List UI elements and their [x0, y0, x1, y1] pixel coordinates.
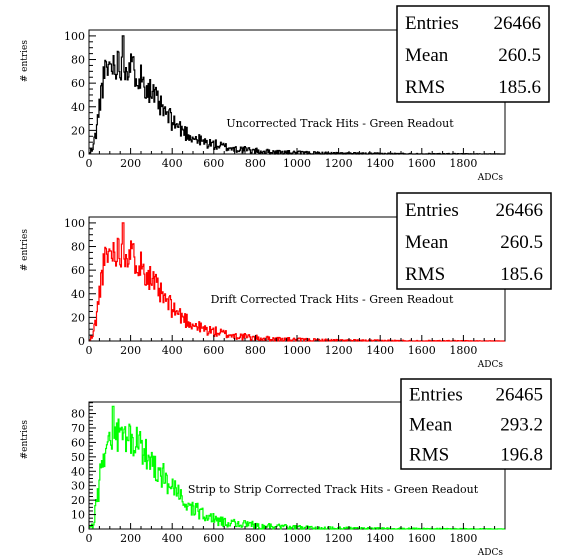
x-tick-label: 0 — [86, 344, 93, 357]
x-tick-label: 0 — [86, 532, 93, 545]
x-tick-label: 400 — [162, 157, 183, 170]
x-tick-label: 800 — [245, 344, 266, 357]
histogram-series — [89, 405, 505, 530]
x-tick-label: 1600 — [408, 344, 436, 357]
y-tick-label: 80 — [71, 408, 85, 421]
x-tick-label: 200 — [120, 157, 141, 170]
y-tick-label: 40 — [71, 288, 85, 301]
stats-value: 26466 — [496, 200, 544, 221]
x-tick-label: 1000 — [283, 532, 311, 545]
y-tick-label: 20 — [71, 311, 85, 324]
y-tick-label: 80 — [71, 54, 85, 67]
x-tick-label: 800 — [245, 532, 266, 545]
stats-label: Mean — [405, 45, 449, 66]
y-tick-label: 0 — [78, 523, 85, 536]
y-tick-label: 20 — [71, 124, 85, 137]
x-tick-label: 1000 — [283, 344, 311, 357]
stats-label: RMS — [409, 445, 449, 466]
stats-box — [396, 192, 552, 290]
stats-label: RMS — [405, 264, 445, 285]
x-tick-label: 1000 — [283, 157, 311, 170]
x-axis-label: ADCs — [477, 548, 504, 558]
y-tick-label: 50 — [71, 451, 85, 464]
x-tick-label: 200 — [120, 344, 141, 357]
x-tick-label: 1400 — [366, 344, 394, 357]
y-axis-label: # entries — [20, 229, 30, 272]
y-tick-label: 30 — [71, 480, 85, 493]
x-tick-label: 0 — [86, 157, 93, 170]
x-tick-label: 1200 — [325, 532, 353, 545]
x-tick-label: 400 — [162, 344, 183, 357]
y-tick-label: 80 — [71, 241, 85, 254]
x-tick-label: 1600 — [408, 532, 436, 545]
x-tick-label: 1200 — [325, 157, 353, 170]
y-tick-label: 60 — [71, 264, 85, 277]
y-axis-label: # entries — [20, 40, 30, 83]
y-tick-label: 60 — [71, 436, 85, 449]
stats-value: 260.5 — [498, 45, 541, 66]
x-tick-label: 800 — [245, 157, 266, 170]
stats-box — [396, 5, 550, 103]
y-tick-label: 0 — [78, 335, 85, 348]
stats-label: Entries — [405, 200, 459, 221]
x-axis-label: ADCs — [477, 173, 504, 183]
y-tick-label: 0 — [78, 148, 85, 161]
x-axis-label: ADCs — [477, 360, 504, 370]
x-tick-label: 1200 — [325, 344, 353, 357]
y-axis-label: #entries — [20, 420, 30, 460]
stats-value: 185.6 — [498, 77, 541, 98]
x-tick-label: 1800 — [449, 157, 477, 170]
x-tick-label: 1400 — [366, 157, 394, 170]
stats-box — [400, 378, 552, 470]
y-tick-label: 70 — [71, 422, 85, 435]
plot-title: Drift Corrected Track Hits - Green Reado… — [211, 293, 454, 306]
stats-label: RMS — [405, 77, 445, 98]
stats-value: 293.2 — [500, 415, 543, 436]
x-tick-label: 1600 — [408, 157, 436, 170]
stats-label: Entries — [409, 385, 463, 406]
histogram-series — [89, 222, 505, 342]
y-tick-label: 40 — [71, 101, 85, 114]
x-tick-label: 1800 — [449, 532, 477, 545]
stats-value: 260.5 — [500, 232, 543, 253]
x-tick-label: 1800 — [449, 344, 477, 357]
y-tick-label: 100 — [64, 217, 85, 230]
plot-title: Uncorrected Track Hits - Green Readout — [226, 117, 454, 130]
stats-value: 26466 — [494, 13, 542, 34]
y-tick-label: 20 — [71, 494, 85, 507]
x-tick-label: 1400 — [366, 532, 394, 545]
x-tick-label: 200 — [120, 532, 141, 545]
y-tick-label: 100 — [64, 30, 85, 43]
y-tick-label: 40 — [71, 465, 85, 478]
plot-title: Strip to Strip Corrected Track Hits - Gr… — [188, 483, 479, 496]
stats-label: Mean — [405, 232, 449, 253]
x-tick-label: 600 — [203, 344, 224, 357]
stats-label: Entries — [405, 13, 459, 34]
x-tick-label: 400 — [162, 532, 183, 545]
x-tick-label: 600 — [203, 157, 224, 170]
histogram-series — [89, 35, 505, 155]
y-tick-label: 10 — [71, 509, 85, 522]
stats-value: 26465 — [496, 385, 544, 406]
y-tick-label: 60 — [71, 77, 85, 90]
stats-value: 196.8 — [500, 445, 543, 466]
x-tick-label: 600 — [203, 532, 224, 545]
stats-label: Mean — [409, 415, 453, 436]
stats-value: 185.6 — [500, 264, 543, 285]
